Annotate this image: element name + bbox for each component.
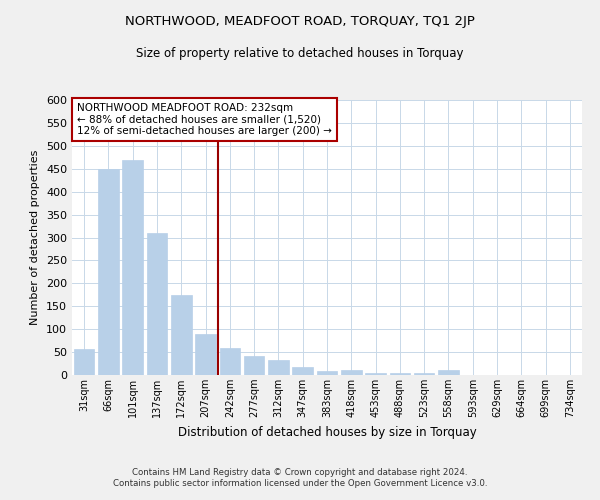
- Bar: [317, 372, 337, 375]
- Text: NORTHWOOD MEADFOOT ROAD: 232sqm
← 88% of detached houses are smaller (1,520)
12%: NORTHWOOD MEADFOOT ROAD: 232sqm ← 88% of…: [77, 103, 332, 136]
- Bar: [220, 348, 240, 375]
- Text: NORTHWOOD, MEADFOOT ROAD, TORQUAY, TQ1 2JP: NORTHWOOD, MEADFOOT ROAD, TORQUAY, TQ1 2…: [125, 15, 475, 28]
- Bar: [438, 370, 459, 375]
- Bar: [365, 372, 386, 375]
- Text: Contains HM Land Registry data © Crown copyright and database right 2024.
Contai: Contains HM Land Registry data © Crown c…: [113, 468, 487, 487]
- Bar: [414, 372, 434, 375]
- Bar: [341, 370, 362, 375]
- X-axis label: Distribution of detached houses by size in Torquay: Distribution of detached houses by size …: [178, 426, 476, 438]
- Bar: [195, 334, 216, 375]
- Text: Size of property relative to detached houses in Torquay: Size of property relative to detached ho…: [136, 48, 464, 60]
- Bar: [74, 349, 94, 375]
- Bar: [244, 356, 265, 375]
- Bar: [389, 372, 410, 375]
- Bar: [268, 360, 289, 375]
- Bar: [122, 160, 143, 375]
- Bar: [292, 367, 313, 375]
- Bar: [171, 295, 191, 375]
- Bar: [98, 169, 119, 375]
- Y-axis label: Number of detached properties: Number of detached properties: [31, 150, 40, 325]
- Bar: [146, 233, 167, 375]
